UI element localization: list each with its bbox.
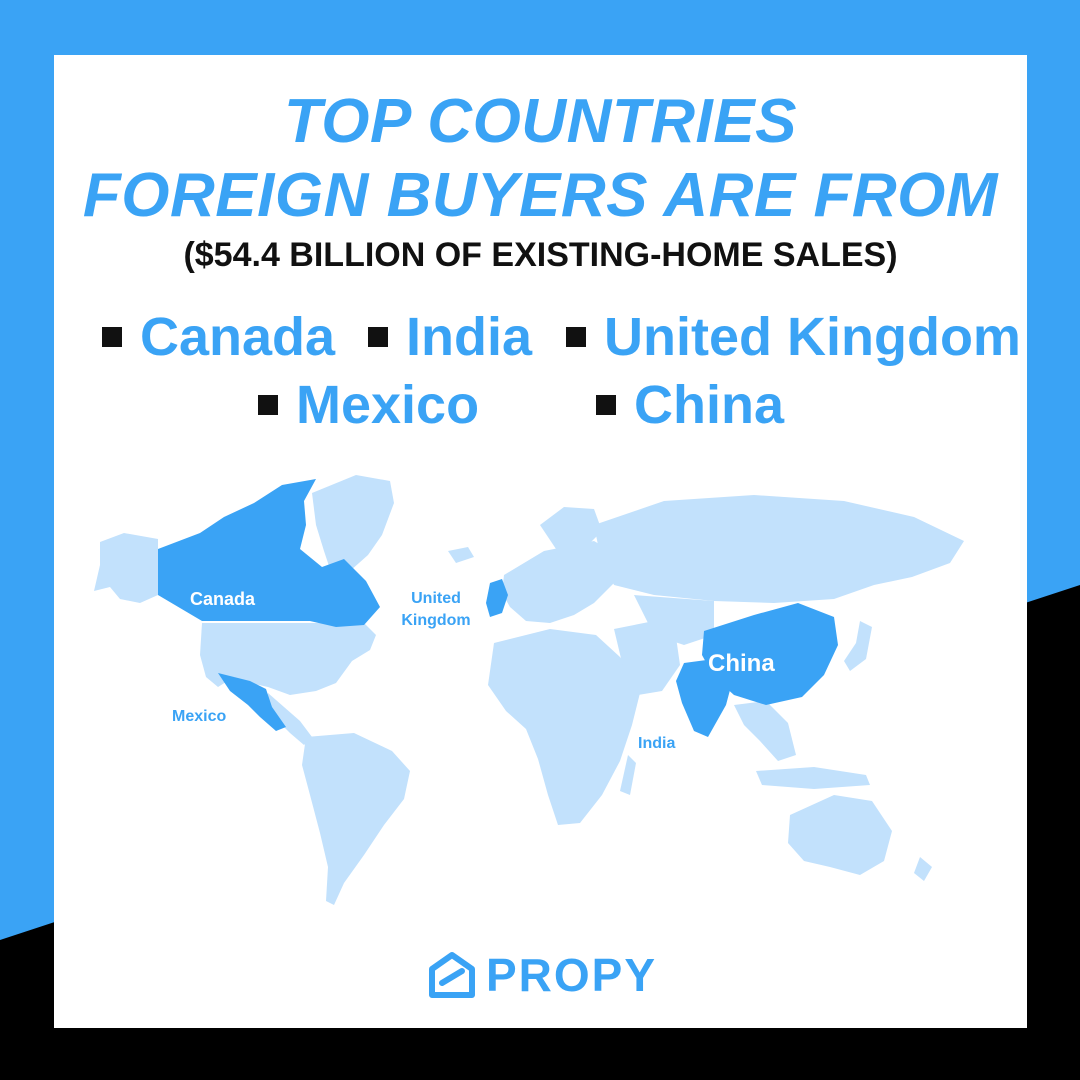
- japan-shape: [844, 621, 872, 671]
- united-kingdom-shape: [486, 579, 508, 617]
- map-label-india: India: [638, 735, 675, 752]
- russia-shape: [594, 495, 964, 603]
- africa-shape: [488, 629, 642, 825]
- map-label-mexico: Mexico: [172, 708, 226, 725]
- map-labels: Canada United Kingdom Mexico China India: [172, 589, 775, 752]
- propy-logo: PROPY: [428, 950, 657, 1000]
- madagascar-shape: [620, 755, 636, 795]
- alaska-shape: [94, 533, 158, 603]
- square-bullet-icon: [368, 327, 388, 347]
- middle-east-shape: [614, 621, 680, 695]
- map-label-united-kingdom-line-1: United: [411, 590, 461, 607]
- house-icon: [429, 952, 475, 998]
- list-item-china: China: [596, 373, 784, 437]
- page-title-line-1: TOP COUNTRIES: [284, 87, 797, 156]
- square-bullet-icon: [596, 395, 616, 415]
- europe-shape: [502, 541, 618, 623]
- scandinavia-shape: [540, 507, 602, 555]
- list-item-india: India: [368, 305, 532, 369]
- new-zealand-shape: [914, 857, 932, 881]
- central-asia-shape: [634, 595, 714, 645]
- content-card: TOP COUNTRIES FOREIGN BUYERS ARE FROM ($…: [54, 55, 1027, 1028]
- map-label-canada: Canada: [190, 589, 256, 609]
- world-map: Canada United Kingdom Mexico China India: [94, 475, 964, 905]
- map-label-united-kingdom-line-2: Kingdom: [401, 612, 470, 629]
- country-name: China: [634, 375, 785, 435]
- world-landmass: [94, 475, 964, 905]
- list-item-canada: Canada: [102, 305, 335, 369]
- china-shape: [702, 603, 838, 705]
- iceland-shape: [448, 547, 474, 563]
- greenland-shape: [312, 475, 394, 575]
- country-name: United Kingdom: [604, 307, 1021, 367]
- country-name: Mexico: [296, 375, 480, 435]
- country-name: Canada: [140, 307, 336, 367]
- square-bullet-icon: [566, 327, 586, 347]
- south-america-shape: [302, 733, 410, 905]
- country-name: India: [406, 307, 533, 367]
- page-subtitle: ($54.4 BILLION OF EXISTING-HOME SALES): [183, 236, 898, 274]
- list-item-mexico: Mexico: [258, 373, 479, 437]
- australia-shape: [788, 795, 892, 875]
- square-bullet-icon: [102, 327, 122, 347]
- india-shape: [676, 659, 734, 737]
- indonesia-shape: [756, 767, 870, 789]
- usa-shape: [200, 623, 376, 695]
- central-america-shape: [266, 693, 312, 745]
- logo-text: PROPY: [486, 949, 658, 1001]
- square-bullet-icon: [258, 395, 278, 415]
- map-label-china: China: [708, 650, 775, 677]
- mexico-shape: [218, 673, 286, 731]
- page-title-line-2: FOREIGN BUYERS ARE FROM: [82, 161, 999, 230]
- southeast-asia-shape: [734, 701, 796, 761]
- highlighted-countries: [158, 479, 838, 737]
- canada-shape: [158, 479, 380, 627]
- list-item-united-kingdom: United Kingdom: [566, 305, 1021, 369]
